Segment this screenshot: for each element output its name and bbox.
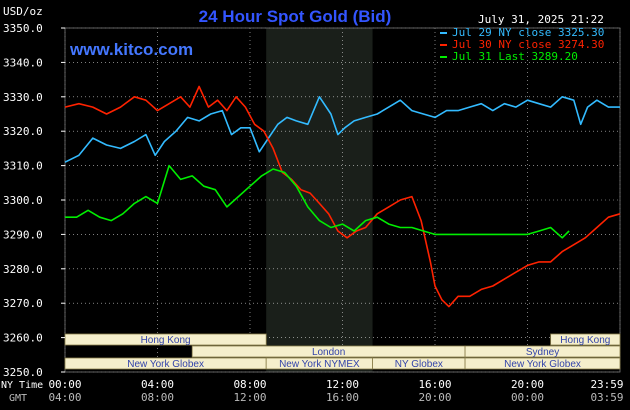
y-tick-label: 3320.0 — [3, 125, 43, 138]
y-axis-ticks: 3350.0 3340.0 3330.0 3320.0 3310.0 3300.0 3290… — [3, 22, 65, 379]
x-tick-label-gmt: 08:00 — [141, 391, 174, 404]
session-label: London — [312, 347, 345, 358]
x-tick-label-gmt: 04:00 — [48, 391, 81, 404]
x-tick-label-ny: 00:00 — [48, 378, 81, 391]
x-tick-label-ny: 08:00 — [233, 378, 266, 391]
x-tick-label-ny: 04:00 — [141, 378, 174, 391]
series-line-3 — [65, 164, 570, 239]
legend-entry: Jul 29 NY close 3325.30 — [452, 26, 604, 39]
y-tick-label: 3310.0 — [3, 160, 43, 173]
x-tick-label-ny: 23:59 — [590, 378, 623, 391]
y-tick-label: 3300.0 — [3, 194, 43, 207]
ny-time-label: NY Time — [1, 380, 43, 391]
x-tick-label-gmt: 00:00 — [511, 391, 544, 404]
x-tick-label-gmt: 03:59 — [590, 391, 623, 404]
y-tick-label: 3270.0 — [3, 297, 43, 310]
x-tick-label-ny: 20:00 — [511, 378, 544, 391]
series-lines — [64, 85, 621, 308]
session-label: Sydney — [526, 347, 559, 358]
series-line-2 — [64, 85, 621, 308]
y-tick-label: 3330.0 — [3, 91, 43, 104]
gmt-label: GMT — [9, 393, 27, 404]
y-tick-label: 3280.0 — [3, 263, 43, 276]
session-bar — [64, 333, 267, 346]
x-tick-label-ny: 12:00 — [326, 378, 359, 391]
y-tick-label: 3260.0 — [3, 332, 43, 345]
session-label: Hong Kong — [141, 335, 191, 346]
x-tick-label-ny: 16:00 — [418, 378, 451, 391]
session-bar — [464, 357, 621, 370]
legend-entry: Jul 31 Last 3289.20 — [452, 50, 578, 63]
nymex-shaded-region — [266, 28, 373, 372]
y-tick-label: 3290.0 — [3, 228, 43, 241]
y-tick-label: 3250.0 — [3, 366, 43, 379]
chart-title: 24 Hour Spot Gold (Bid) — [199, 7, 392, 26]
timestamp: July 31, 2025 21:22 — [478, 13, 604, 26]
session-label: New York Globex — [504, 359, 581, 370]
y-tick-label: 3350.0 — [3, 22, 43, 35]
x-tick-label-gmt: 20:00 — [418, 391, 451, 404]
watermark: www.kitco.com — [69, 40, 193, 59]
currency-label: USD/oz — [3, 5, 43, 18]
series-line-1 — [64, 96, 620, 163]
x-tick-label-gmt: 12:00 — [233, 391, 266, 404]
session-label: NY Globex — [395, 359, 443, 370]
session-bar — [464, 345, 621, 358]
x-tick-label-gmt: 16:00 — [326, 391, 359, 404]
x-axis-ticks: 00:0004:0004:0008:0008:0012:0012:0016:00… — [48, 378, 623, 404]
session-label: New York Globex — [127, 359, 204, 370]
session-label: Hong Kong — [560, 335, 610, 346]
session-bar — [550, 333, 621, 346]
session-label: New York NYMEX — [279, 359, 360, 370]
legend-entry: Jul 30 NY close 3274.30 — [452, 38, 604, 51]
y-tick-label: 3340.0 — [3, 56, 43, 69]
